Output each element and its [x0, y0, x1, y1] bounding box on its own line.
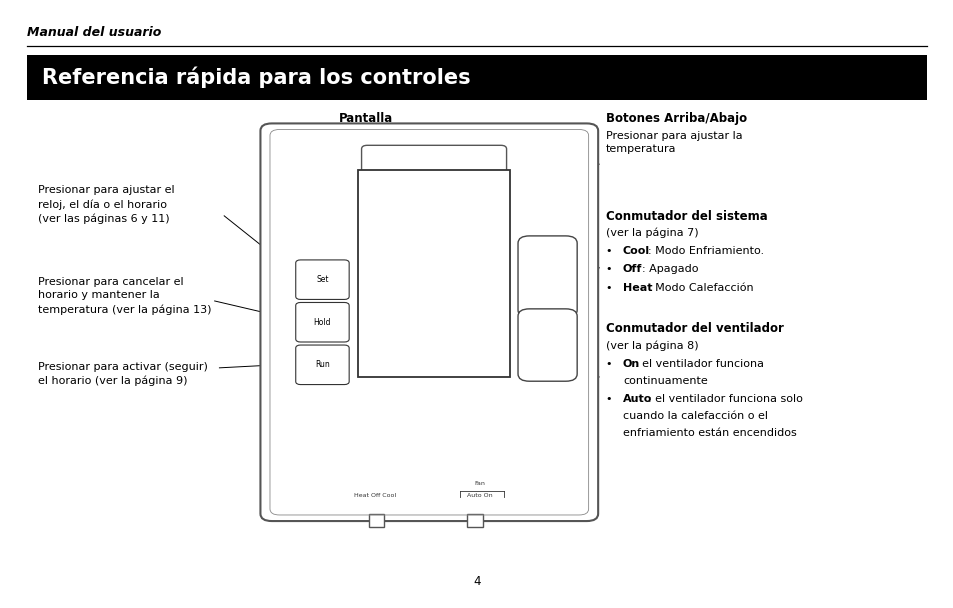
Text: 4: 4 [473, 575, 480, 587]
FancyBboxPatch shape [361, 145, 506, 177]
Text: Off: Off [622, 264, 641, 274]
Text: Pantalla: Pantalla [338, 112, 393, 125]
Text: Se ilumina durante 12 segundos
cuando se oprime un botón: Se ilumina durante 12 segundos cuando se… [338, 131, 519, 155]
FancyBboxPatch shape [295, 260, 349, 300]
Text: Set: Set [315, 275, 329, 284]
Text: : Modo Calefacción: : Modo Calefacción [647, 283, 753, 292]
Text: Presionar para ajustar la
temperatura: Presionar para ajustar la temperatura [605, 131, 741, 154]
FancyBboxPatch shape [295, 303, 349, 342]
Text: Auto: Auto [622, 394, 652, 404]
Text: Cool: Cool [622, 246, 649, 256]
FancyBboxPatch shape [260, 123, 598, 521]
FancyBboxPatch shape [517, 309, 577, 381]
Text: Botones Arriba/Abajo: Botones Arriba/Abajo [605, 112, 746, 125]
Text: : el ventilador funciona solo: : el ventilador funciona solo [647, 394, 802, 404]
Text: enfriamiento están encendidos: enfriamiento están encendidos [622, 428, 796, 438]
Bar [467, 514, 482, 527]
Text: •: • [605, 246, 618, 256]
Text: : el ventilador funciona: : el ventilador funciona [635, 359, 763, 368]
Text: cuando la calefacción o el: cuando la calefacción o el [622, 411, 767, 421]
Text: Run: Run [314, 361, 330, 369]
Text: Manual del usuario: Manual del usuario [27, 26, 161, 38]
Text: •: • [605, 359, 618, 368]
Text: continuamente: continuamente [622, 376, 707, 385]
Text: Referencia rápida para los controles: Referencia rápida para los controles [42, 67, 470, 88]
Text: Conmutador del ventilador: Conmutador del ventilador [605, 322, 782, 335]
Text: •: • [605, 264, 618, 274]
FancyBboxPatch shape [295, 345, 349, 384]
Text: (ver la página 7): (ver la página 7) [605, 228, 698, 238]
FancyBboxPatch shape [517, 236, 577, 317]
Text: Heat: Heat [622, 283, 652, 292]
Text: (ver la página 8): (ver la página 8) [605, 340, 698, 351]
Text: : Apagado: : Apagado [641, 264, 698, 274]
Bar [27, 55, 926, 100]
Text: Fan: Fan [474, 482, 485, 486]
Bar [357, 170, 510, 377]
Text: On: On [622, 359, 639, 368]
Bar [369, 514, 384, 527]
Text: Presionar para cancelar el
horario y mantener la
temperatura (ver la página 13): Presionar para cancelar el horario y man… [38, 277, 212, 314]
Text: Conmutador del sistema: Conmutador del sistema [605, 210, 767, 223]
Text: Hold: Hold [314, 318, 331, 326]
Text: Auto On: Auto On [467, 493, 492, 498]
Text: •: • [605, 283, 618, 292]
Text: Heat Off Cool: Heat Off Cool [354, 493, 395, 498]
Text: : Modo Enfriamiento.: : Modo Enfriamiento. [647, 246, 763, 256]
Text: Presionar para activar (seguir)
el horario (ver la página 9): Presionar para activar (seguir) el horar… [38, 362, 208, 386]
Text: Presionar para ajustar el
reloj, el día o el horario
(ver las páginas 6 y 11): Presionar para ajustar el reloj, el día … [38, 185, 174, 224]
Text: •: • [605, 394, 618, 404]
